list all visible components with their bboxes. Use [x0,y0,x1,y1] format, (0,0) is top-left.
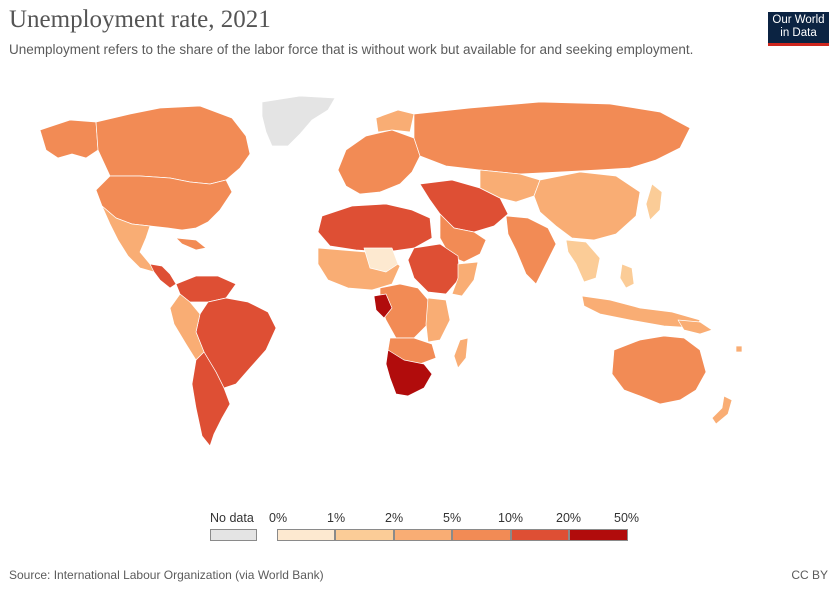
legend-threshold-5: 20% [556,511,582,525]
region-russia[interactable] [413,101,691,175]
region-islands[interactable] [735,345,743,353]
region-southeast-asia[interactable] [565,239,601,283]
legend-threshold-3: 5% [443,511,462,525]
region-east-africa-south[interactable] [425,297,451,343]
region-china[interactable] [533,171,641,241]
chart-title: Unemployment rate, 2021 [9,6,271,33]
region-philippines[interactable] [619,263,635,289]
region-north-africa[interactable] [317,203,433,253]
region-japan[interactable] [645,183,663,221]
region-madagascar[interactable] [453,337,469,369]
legend-bin-10-20[interactable] [511,529,569,541]
region-central-america[interactable] [149,263,177,289]
region-europe[interactable] [337,129,421,195]
region-sahel-low[interactable] [363,247,399,273]
legend-threshold-6: 50% [614,511,640,525]
legend-bin-0-1[interactable] [277,529,335,541]
logo-line-2: in Data [780,27,817,39]
region-png[interactable] [677,319,713,335]
region-australia[interactable] [611,335,707,405]
region-canada[interactable] [95,105,251,185]
legend-threshold-0: 0% [269,511,288,525]
region-alaska[interactable] [39,119,99,159]
region-middle-east[interactable] [419,179,509,233]
region-southern-cone[interactable] [191,351,231,447]
legend-threshold-4: 10% [498,511,524,525]
region-arabia[interactable] [439,213,487,263]
region-east-africa[interactable] [407,243,461,295]
region-gabon-congo[interactable] [373,293,393,319]
source-note[interactable]: Source: International Labour Organizatio… [9,568,324,582]
color-legend: No data 0% 1% 2% 5% 10% 20% 50% [0,505,837,545]
region-india[interactable] [505,215,557,285]
region-horn[interactable] [451,261,479,297]
region-southern-africa[interactable] [385,349,433,397]
map-regions [39,95,743,447]
legend-threshold-2: 2% [385,511,404,525]
logo-line-1: Our World [772,14,825,26]
legend-no-data-swatch[interactable] [210,529,257,541]
region-caribbean[interactable] [175,237,207,251]
chart-subtitle: Unemployment refers to the share of the … [9,42,694,57]
legend-threshold-1: 1% [327,511,346,525]
region-scandinavia[interactable] [375,109,415,133]
legend-bin-5-10[interactable] [452,529,511,541]
legend-bin-2-5[interactable] [394,529,452,541]
owid-logo[interactable]: Our World in Data [768,12,829,46]
region-new-zealand[interactable] [711,395,733,425]
license-link[interactable]: CC BY [791,568,828,582]
world-map [39,95,743,447]
region-greenland[interactable] [261,95,336,147]
legend-bin-20-50[interactable] [569,529,628,541]
region-central-asia[interactable] [479,169,541,203]
legend-bin-1-2[interactable] [335,529,394,541]
legend-no-data-label: No data [210,511,254,525]
